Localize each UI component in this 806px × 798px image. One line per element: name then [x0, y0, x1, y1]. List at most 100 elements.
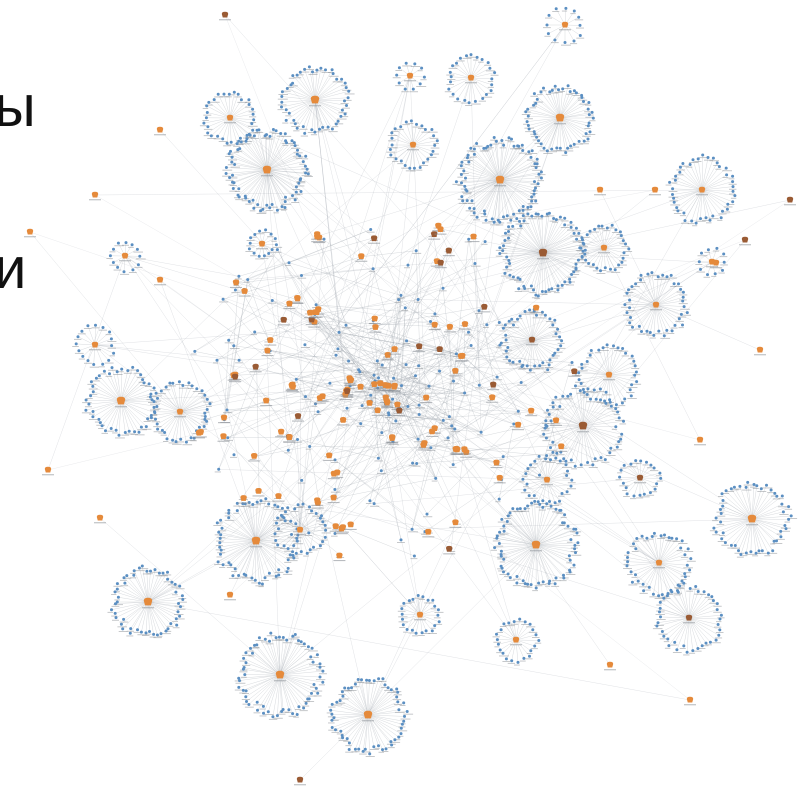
graph-node-label — [678, 303, 688, 305]
graph-leaf-node — [538, 364, 542, 368]
graph-node-label — [497, 521, 506, 523]
graph-edge — [688, 617, 719, 625]
graph-leaf-node — [779, 529, 783, 533]
graph-leaf-node — [633, 373, 637, 377]
graph-leaf-node — [510, 659, 514, 663]
graph-leaf-node — [239, 140, 243, 144]
graph-node-label — [521, 114, 531, 115]
graph-leaf-node — [334, 122, 338, 126]
graph-edge — [603, 247, 619, 266]
graph-node-label — [541, 423, 549, 424]
graph-node-label — [631, 286, 640, 287]
graph-leaf-node — [779, 535, 783, 539]
graph-leaf-node — [547, 288, 551, 292]
graph-leaf-node — [475, 142, 479, 145]
graph-node-label — [137, 429, 147, 431]
graph-edge — [524, 479, 548, 491]
graph-edge — [556, 117, 561, 149]
graph-leaf-node — [433, 312, 437, 316]
graph-leaf-node — [227, 511, 231, 515]
graph-node-label — [288, 143, 296, 144]
graph-node-label — [689, 162, 699, 163]
graph-node-label — [527, 199, 538, 200]
graph-edge — [508, 515, 537, 546]
graph-node-label — [128, 246, 134, 248]
graph-edge — [157, 398, 181, 413]
graph-edge — [658, 554, 685, 564]
graph-leaf-node — [291, 634, 295, 638]
graph-edge — [393, 295, 402, 379]
graph-leaf-node — [575, 531, 579, 535]
graph-edge — [525, 473, 548, 481]
graph-edge — [722, 505, 753, 520]
graph-edge — [542, 252, 572, 275]
graph-edge — [381, 364, 397, 422]
graph-node-label — [558, 495, 565, 497]
graph-edge — [735, 518, 753, 546]
graph-leaf-node — [683, 553, 687, 557]
graph-edge — [658, 538, 673, 564]
graph-node-label — [426, 323, 433, 325]
graph-edge — [314, 99, 320, 130]
graph-edge — [344, 687, 369, 716]
graph-leaf-node — [682, 305, 686, 309]
graph-leaf-node — [449, 80, 452, 84]
graph-node-label — [107, 341, 117, 342]
graph-node-label — [631, 462, 639, 464]
graph-leaf-node — [225, 141, 229, 145]
graph-node-label — [410, 66, 421, 67]
graph-edge — [527, 544, 537, 585]
graph-leaf-node — [540, 290, 544, 293]
graph-node-label — [286, 523, 293, 525]
graph-node-label — [335, 334, 342, 336]
graph-leaf-node — [263, 637, 267, 641]
graph-leaf-node — [630, 285, 634, 289]
graph-node-label — [403, 631, 409, 633]
graph-node-label — [502, 359, 510, 361]
graph-edge — [535, 542, 578, 546]
graph-leaf-node — [589, 397, 592, 401]
graph-edge — [157, 411, 181, 425]
graph-edge — [582, 425, 610, 453]
graph-node-label — [89, 413, 95, 415]
graph-edge — [147, 601, 171, 624]
graph-edge — [582, 406, 612, 427]
graph-leaf-node — [682, 644, 686, 648]
graph-leaf-node — [288, 553, 292, 557]
graph-leaf-node — [403, 714, 406, 718]
graph-edge — [745, 487, 753, 520]
graph-node-label — [382, 751, 389, 752]
graph-node-label — [777, 506, 788, 508]
graph-edge — [751, 515, 792, 520]
graph-edge — [499, 137, 510, 181]
graph-edge — [255, 505, 276, 542]
graph-node-label — [530, 648, 538, 650]
graph-edge — [222, 117, 231, 139]
graph-edge — [274, 529, 301, 534]
graph-edge — [655, 289, 681, 306]
graph-leaf-node — [603, 458, 607, 462]
graph-node-label — [284, 306, 293, 307]
graph-leaf-node — [523, 310, 527, 313]
graph-hub-node — [264, 337, 277, 346]
graph-leaf-node — [271, 128, 275, 131]
graph-edge — [219, 540, 257, 543]
graph-edge — [87, 325, 96, 346]
graph-node-label — [172, 443, 182, 445]
graph-edge — [542, 213, 548, 254]
graph-edge — [328, 441, 393, 455]
graph-leaf-node — [517, 287, 521, 291]
graph-node-label — [231, 571, 238, 572]
graph-node-label — [588, 114, 594, 116]
graph-node-label — [249, 459, 256, 460]
graph-edge — [314, 99, 342, 117]
graph-edge — [603, 243, 626, 249]
graph-leaf-node — [132, 569, 136, 573]
graph-edge — [688, 603, 718, 619]
graph-edge — [230, 151, 268, 171]
graph-leaf-node — [232, 344, 236, 348]
graph-edge — [101, 400, 122, 426]
graph-edge — [656, 617, 690, 627]
graph-node-label — [332, 704, 343, 706]
graph-edge — [546, 475, 567, 481]
